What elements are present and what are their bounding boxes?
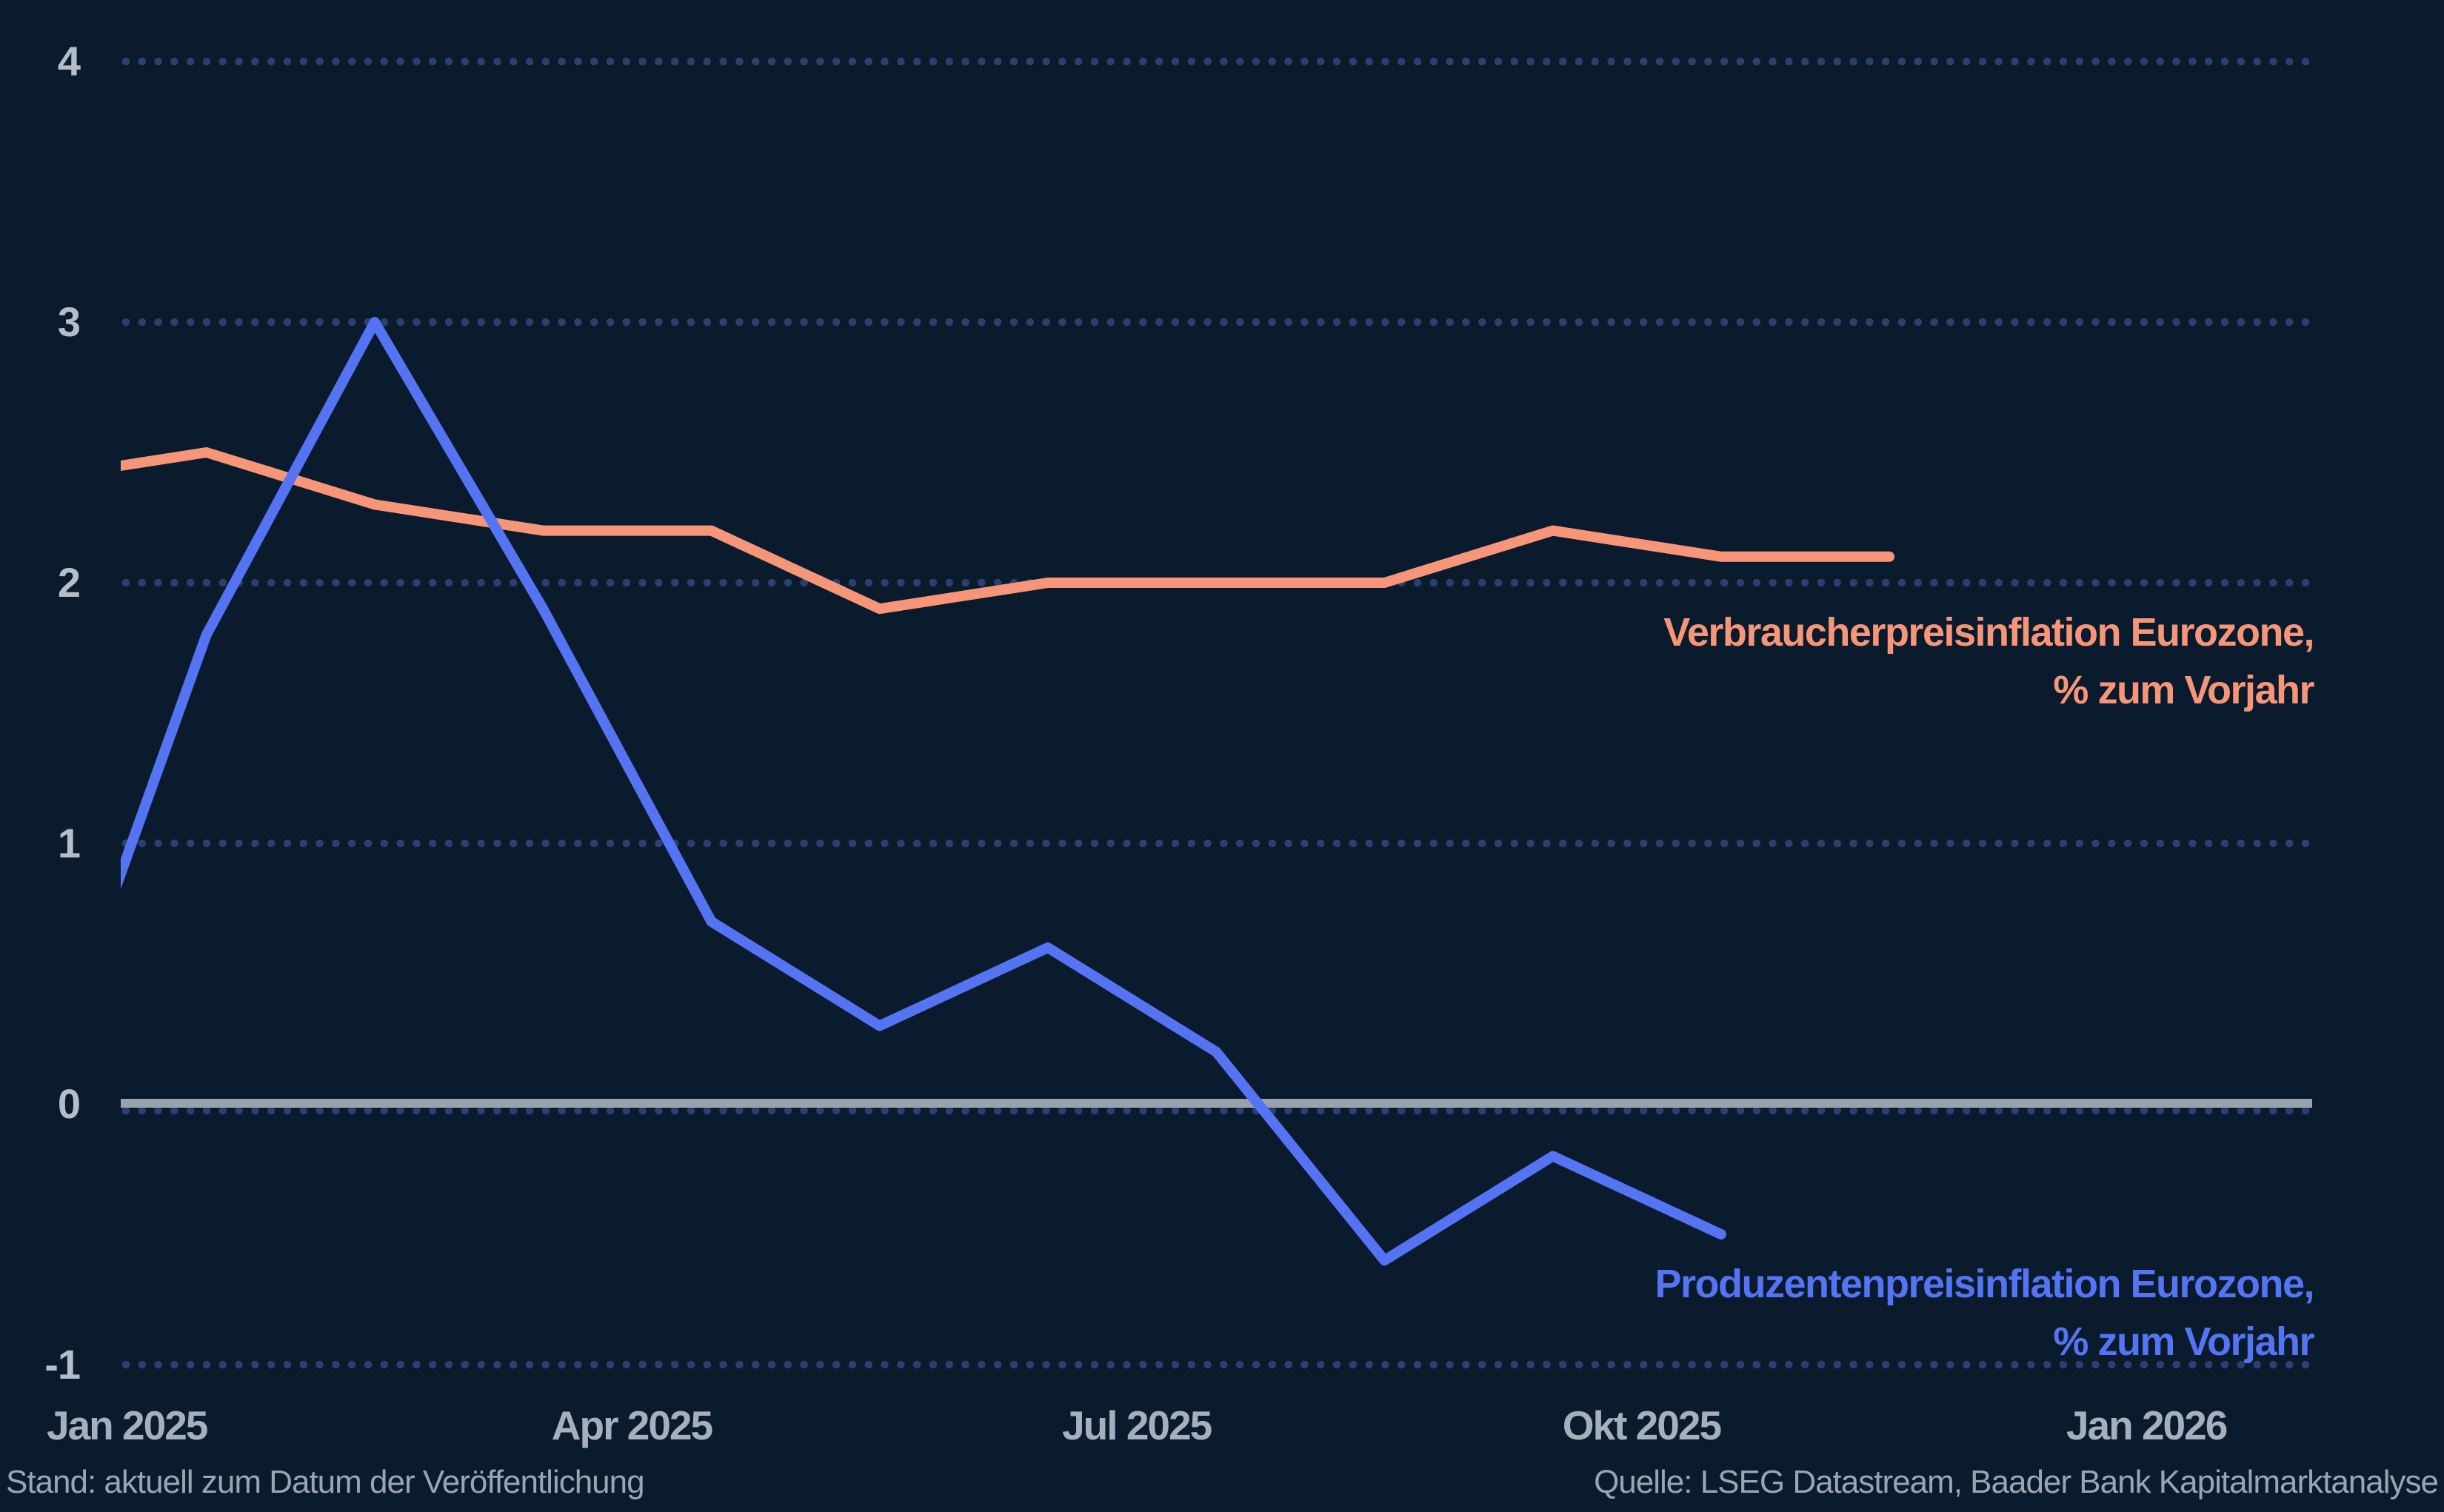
footer-source-note: Quelle: LSEG Datastream, Baader Bank Kap… [1594, 1464, 2438, 1500]
x-tick-label-apr-2025: Apr 2025 [552, 1402, 713, 1448]
legend-consumer-line2: % zum Vorjahr [2053, 668, 2314, 712]
y-tick-label-1: 1 [58, 820, 80, 866]
horizontal-gridlines [121, 57, 2312, 1369]
y-axis-tick-labels: 4 3 2 1 0 -1 [44, 38, 81, 1388]
legend-producer-line1: Produzentenpreisinflation Eurozone, [1655, 1262, 2314, 1306]
consumer-inflation-line [121, 447, 1895, 615]
legend-consumer-line1: Verbraucherpreisinflation Eurozone, [1663, 610, 2314, 655]
y-tick-label-2: 2 [58, 559, 80, 606]
y-tick-label-0: 0 [58, 1080, 80, 1127]
legend-consumer-inflation: Verbraucherpreisinflation Eurozone, % zu… [1663, 610, 2316, 712]
footer-stand-note: Stand: aktuell zum Datum der Veröffentli… [6, 1464, 644, 1500]
x-tick-label-jan-2026: Jan 2026 [2066, 1402, 2227, 1448]
y-tick-label--1: -1 [44, 1341, 80, 1388]
legend-producer-line2: % zum Vorjahr [2053, 1319, 2314, 1364]
x-tick-label-jul-2025: Jul 2025 [1062, 1402, 1212, 1448]
x-tick-label-okt-2025: Okt 2025 [1563, 1402, 1722, 1448]
legend-producer-inflation: Produzentenpreisinflation Eurozone, % zu… [1655, 1262, 2316, 1364]
y-tick-label-4: 4 [58, 38, 81, 84]
x-axis-tick-labels: Jan 2025 Apr 2025 Jul 2025 Okt 2025 Jan 2026 [47, 1402, 2228, 1448]
x-tick-label-jan-2025: Jan 2025 [47, 1402, 208, 1448]
y-tick-label-3: 3 [58, 298, 80, 345]
producer-inflation-line [121, 317, 1726, 1266]
series-lines [121, 317, 1895, 1266]
